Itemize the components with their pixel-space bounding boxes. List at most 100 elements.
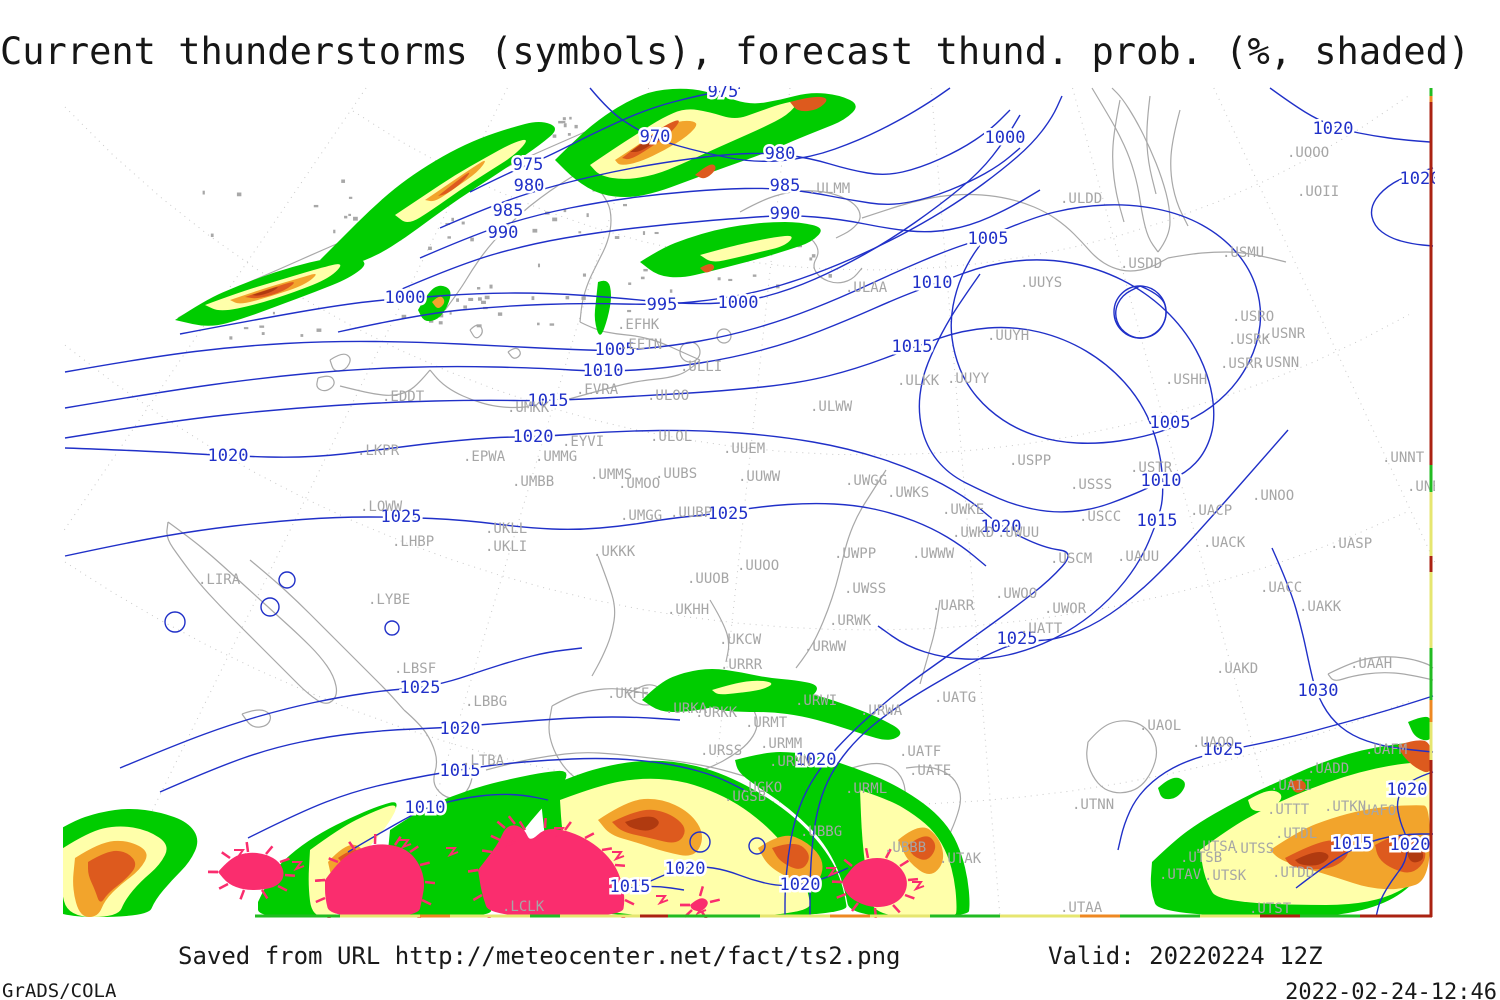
station-label: .EETN bbox=[620, 337, 662, 353]
station-label: .USDD bbox=[1120, 256, 1162, 272]
isobar-label: 1010 bbox=[1141, 471, 1182, 491]
station-label: .UTTT bbox=[1267, 802, 1310, 818]
station-label: .USSS bbox=[1070, 477, 1112, 493]
station-label: .UWUU bbox=[997, 525, 1039, 541]
station-label: .UAOL bbox=[1139, 718, 1181, 734]
shaded-region bbox=[594, 280, 611, 335]
isobar-label: 1020 bbox=[665, 859, 706, 879]
station-label: .ULLI bbox=[680, 359, 722, 375]
isobar-label: 1020 bbox=[796, 750, 837, 770]
station-label: .UAKK bbox=[1299, 599, 1342, 615]
station-label: .UTNN bbox=[1072, 797, 1114, 813]
station-label: .UWOO bbox=[995, 586, 1037, 602]
storm-symbol bbox=[234, 849, 247, 860]
station-label: .USNR bbox=[1263, 326, 1306, 342]
shaded-region bbox=[772, 843, 809, 869]
station-label: .UMOO bbox=[618, 476, 660, 492]
isobar-label: 1025 bbox=[381, 507, 422, 527]
station-label: .URKK bbox=[695, 705, 738, 721]
isobar-label: 980 bbox=[514, 176, 545, 196]
station-label: .ULOO bbox=[647, 388, 689, 404]
isobar-line bbox=[64, 237, 986, 373]
station-label: .URML bbox=[845, 781, 887, 797]
isobar-label: 990 bbox=[488, 223, 519, 243]
station-label: .LCLK bbox=[502, 899, 545, 915]
isobar-line bbox=[64, 259, 1215, 513]
isobar-label: 1025 bbox=[1203, 740, 1244, 760]
station-label: .EDDT bbox=[382, 389, 425, 405]
station-label: .UACK bbox=[1203, 535, 1246, 551]
isobar-label: 1010 bbox=[405, 798, 446, 818]
station-label: .URWW bbox=[804, 639, 847, 655]
isobar-line bbox=[1370, 167, 1434, 247]
station-label: .UMBB bbox=[512, 474, 554, 490]
storm-symbol bbox=[399, 839, 412, 850]
station-label: .UMGG bbox=[620, 508, 662, 524]
storm-symbol bbox=[292, 861, 305, 872]
station-label: .UTSB bbox=[1180, 850, 1222, 866]
isobar-line bbox=[64, 502, 987, 567]
station-label: .UTAA bbox=[1060, 900, 1103, 916]
isobar-label: 985 bbox=[493, 201, 524, 221]
station-label: .URRR bbox=[720, 657, 763, 673]
isobar-line bbox=[64, 326, 1164, 660]
station-label: .UKHH bbox=[667, 602, 709, 618]
station-label: .UUEM bbox=[723, 441, 765, 457]
station-label: .UUOO bbox=[737, 558, 779, 574]
storm-symbol bbox=[504, 837, 517, 848]
isobar-label: 1020 bbox=[440, 719, 481, 739]
isobar-line bbox=[394, 189, 1041, 293]
station-label: .URWA bbox=[860, 703, 903, 719]
isobar-label: 1025 bbox=[997, 629, 1038, 649]
station-label: .UTAK bbox=[939, 851, 982, 867]
station-label: .UAFM bbox=[1365, 742, 1407, 758]
station-label: .UAII bbox=[1270, 778, 1312, 794]
shaded-region bbox=[625, 816, 659, 831]
station-label: .UOOO bbox=[1287, 145, 1329, 161]
isobar-line bbox=[179, 114, 1021, 335]
station-label: .UASP bbox=[1330, 536, 1372, 552]
station-label: .URWK bbox=[829, 613, 872, 629]
station-label: .UWKS bbox=[887, 485, 929, 501]
station-label: .UTSS bbox=[1232, 841, 1274, 857]
station-label: .ULDD bbox=[1060, 191, 1102, 207]
shaded-region bbox=[438, 172, 470, 196]
station-label: .USTR bbox=[1130, 460, 1173, 476]
storm-area bbox=[218, 852, 284, 890]
isobar-label: 1020 bbox=[981, 517, 1022, 537]
shaded-region bbox=[380, 770, 567, 917]
isobar-label: 980 bbox=[765, 144, 796, 164]
station-label: .LIRA bbox=[198, 572, 241, 588]
station-label: .UADD bbox=[1307, 761, 1349, 777]
station-label: .UMMG bbox=[535, 449, 577, 465]
station-label: .UGSB bbox=[724, 789, 766, 805]
station-label: .URMM bbox=[760, 736, 802, 752]
isobar-label: 1000 bbox=[985, 128, 1026, 148]
isobar-line bbox=[1295, 833, 1433, 889]
station-label: .UWGG bbox=[845, 473, 887, 489]
station-label: .USCM bbox=[1050, 551, 1092, 567]
station-label: .UMKK bbox=[507, 400, 550, 416]
station-label: .LBBG bbox=[465, 694, 507, 710]
station-label: .UOII bbox=[1297, 184, 1339, 200]
isobar-label: 1005 bbox=[595, 340, 636, 360]
isobar-label: 1020 bbox=[1387, 780, 1428, 800]
isobar-label: 1020 bbox=[1400, 169, 1441, 189]
station-label: .ULMM bbox=[808, 181, 850, 197]
station-label: .UATE bbox=[909, 763, 951, 779]
station-label: .UTKN bbox=[1324, 799, 1366, 815]
shaded-region bbox=[1295, 852, 1329, 866]
storm-area bbox=[842, 858, 907, 908]
station-label: .LOWW bbox=[360, 499, 403, 515]
station-label: .UUBP bbox=[670, 505, 712, 521]
render-timestamp: 2022-02-24-12:46 bbox=[1285, 980, 1497, 1000]
station-label: .UTSK bbox=[1204, 868, 1247, 884]
station-label: .UARR bbox=[932, 598, 975, 614]
isobar-line bbox=[64, 429, 1069, 917]
isobar-label: 1000 bbox=[385, 288, 426, 308]
shaded-region bbox=[1248, 790, 1282, 812]
shaded-region bbox=[908, 836, 936, 860]
station-label: .ULKK bbox=[897, 373, 940, 389]
isobar-label: 1015 bbox=[440, 761, 481, 781]
shaded-region bbox=[1405, 845, 1424, 863]
